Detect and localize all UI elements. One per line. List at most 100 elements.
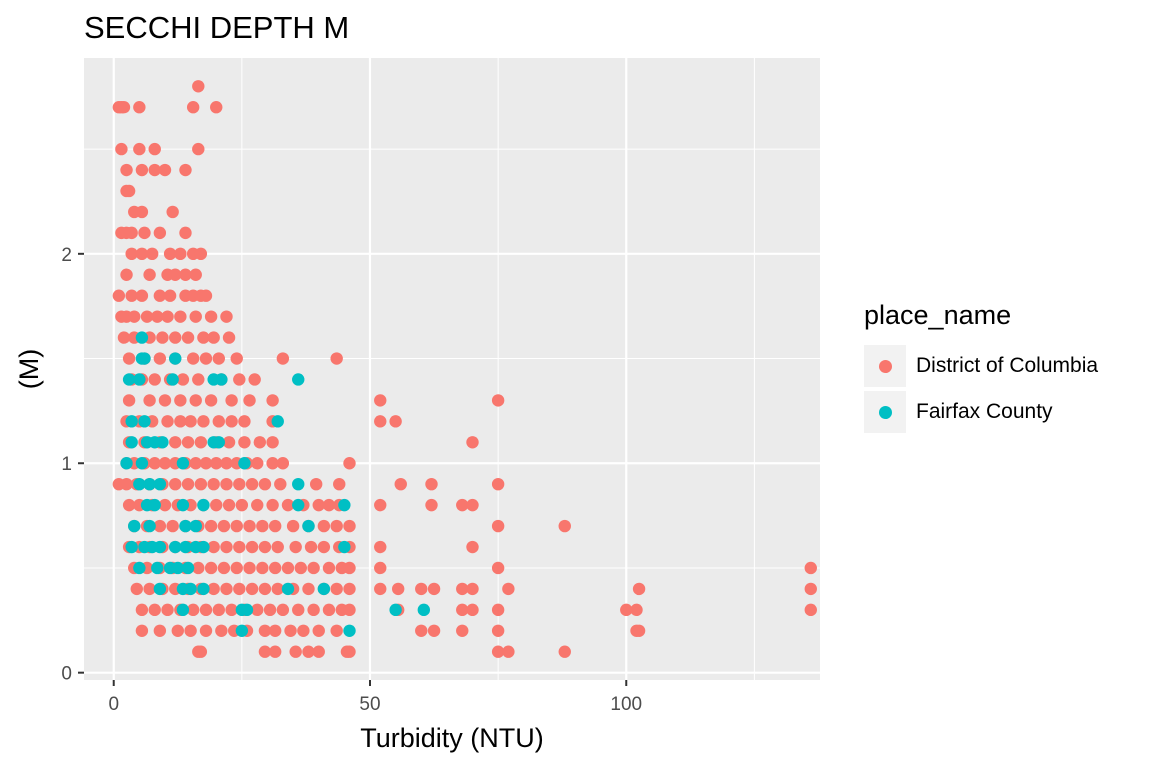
data-point-district-of-columbia	[163, 289, 177, 302]
data-point-fairfax-county	[317, 582, 331, 596]
data-point-district-of-columbia	[217, 519, 231, 533]
data-point-fairfax-county	[179, 519, 192, 533]
legend-item-fairfax-county: Fairfax County	[864, 389, 1098, 435]
data-point-district-of-columbia	[192, 142, 205, 156]
data-point-fairfax-county	[179, 540, 192, 554]
data-point-fairfax-county	[125, 436, 138, 449]
data-point-district-of-columbia	[245, 540, 259, 554]
data-point-district-of-columbia	[204, 519, 218, 533]
data-point-district-of-columbia	[125, 247, 138, 261]
data-point-district-of-columbia	[169, 268, 182, 281]
data-point-district-of-columbia	[148, 142, 161, 156]
data-point-district-of-columbia	[268, 645, 282, 658]
data-point-district-of-columbia	[374, 582, 387, 596]
data-point-district-of-columbia	[220, 457, 233, 470]
data-point-district-of-columbia	[233, 540, 246, 554]
data-point-district-of-columbia	[133, 101, 146, 114]
data-point-district-of-columbia	[317, 540, 331, 554]
data-point-district-of-columbia	[171, 624, 184, 637]
data-point-district-of-columbia	[212, 352, 225, 365]
data-point-district-of-columbia	[143, 394, 156, 407]
data-point-district-of-columbia	[263, 603, 277, 617]
data-point-district-of-columbia	[222, 331, 236, 344]
data-point-district-of-columbia	[222, 498, 236, 512]
data-point-district-of-columbia	[466, 540, 479, 554]
y-tick-label: 1	[61, 454, 72, 475]
data-point-district-of-columbia	[343, 582, 356, 596]
data-points	[112, 80, 817, 658]
data-point-district-of-columbia	[632, 624, 646, 637]
data-point-fairfax-county	[181, 561, 195, 575]
data-point-district-of-columbia	[333, 477, 346, 491]
data-point-district-of-columbia	[243, 519, 256, 533]
data-point-district-of-columbia	[192, 80, 205, 93]
data-point-fairfax-county	[281, 582, 295, 596]
data-point-fairfax-county	[156, 436, 169, 449]
data-point-district-of-columbia	[176, 373, 190, 386]
data-point-district-of-columbia	[302, 582, 315, 596]
y-tick-label: 0	[61, 664, 72, 685]
data-point-fairfax-county	[169, 352, 182, 365]
axes: 0 50 100 0 1 2	[61, 245, 642, 715]
x-axis-title: Turbidity (NTU)	[360, 723, 544, 753]
data-point-district-of-columbia	[558, 519, 571, 533]
data-point-district-of-columbia	[158, 394, 172, 407]
data-point-district-of-columbia	[166, 205, 179, 219]
data-point-district-of-columbia	[163, 247, 177, 261]
data-point-district-of-columbia	[274, 477, 287, 491]
data-point-district-of-columbia	[271, 540, 284, 554]
data-point-fairfax-county	[235, 624, 249, 637]
x-tick-label: 100	[610, 694, 642, 715]
data-point-district-of-columbia	[169, 477, 182, 491]
data-point-district-of-columbia	[166, 519, 179, 533]
data-point-fairfax-county	[176, 457, 190, 470]
data-point-district-of-columbia	[207, 582, 220, 596]
data-point-district-of-columbia	[189, 310, 202, 323]
data-point-district-of-columbia	[204, 394, 218, 407]
data-point-district-of-columbia	[189, 394, 202, 407]
data-point-district-of-columbia	[394, 477, 407, 491]
data-point-district-of-columbia	[343, 603, 356, 617]
data-point-district-of-columbia	[258, 624, 272, 637]
data-point-fairfax-county	[176, 603, 190, 617]
data-point-district-of-columbia	[179, 226, 192, 240]
data-point-district-of-columbia	[135, 247, 149, 261]
data-point-fairfax-county	[197, 540, 210, 554]
data-point-district-of-columbia	[258, 582, 272, 596]
data-point-district-of-columbia	[456, 582, 469, 596]
data-point-district-of-columbia	[292, 603, 305, 617]
data-point-district-of-columbia	[281, 498, 295, 512]
data-point-fairfax-county	[138, 415, 151, 428]
data-point-district-of-columbia	[558, 645, 571, 658]
data-point-district-of-columbia	[135, 624, 149, 637]
data-point-fairfax-county	[133, 561, 146, 575]
data-point-district-of-columbia	[143, 582, 156, 596]
data-point-district-of-columbia	[138, 226, 151, 240]
data-point-district-of-columbia	[268, 519, 282, 533]
data-point-district-of-columbia	[153, 519, 167, 533]
data-point-district-of-columbia	[120, 477, 133, 491]
data-point-district-of-columbia	[251, 603, 264, 617]
data-point-district-of-columbia	[130, 582, 143, 596]
data-point-district-of-columbia	[169, 436, 182, 449]
data-point-fairfax-county	[343, 624, 356, 637]
data-point-district-of-columbia	[230, 561, 243, 575]
data-point-district-of-columbia	[248, 373, 261, 386]
data-point-district-of-columbia	[174, 310, 187, 323]
data-point-district-of-columbia	[207, 477, 220, 491]
data-point-district-of-columbia	[222, 436, 236, 449]
data-point-district-of-columbia	[153, 624, 167, 637]
data-point-district-of-columbia	[153, 289, 167, 302]
data-point-district-of-columbia	[174, 415, 187, 428]
data-point-district-of-columbia	[312, 624, 325, 637]
data-point-district-of-columbia	[174, 394, 187, 407]
data-point-district-of-columbia	[174, 247, 187, 261]
data-point-district-of-columbia	[289, 540, 302, 554]
data-point-district-of-columbia	[122, 394, 136, 407]
data-point-district-of-columbia	[374, 561, 387, 575]
data-point-district-of-columbia	[135, 163, 149, 177]
data-point-district-of-columbia	[220, 582, 233, 596]
data-point-fairfax-county	[125, 415, 138, 428]
data-point-district-of-columbia	[220, 310, 233, 323]
